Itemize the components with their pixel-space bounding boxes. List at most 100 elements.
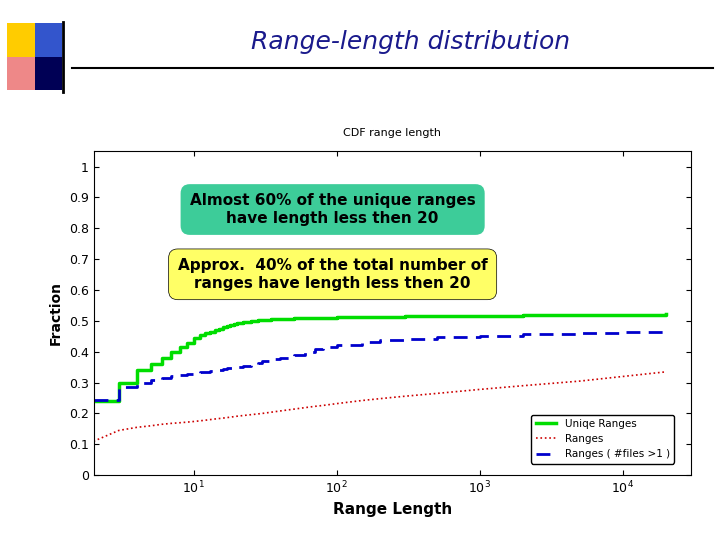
Ranges <box>158 421 166 428</box>
Uniqe Ranges <box>206 328 215 335</box>
Uniqe Ranges <box>246 318 255 324</box>
Ranges ( #files >1 ) <box>158 375 166 381</box>
Ranges <box>183 419 192 426</box>
Ranges ( #files >1 ) <box>189 370 198 376</box>
Text: CDF range length: CDF range length <box>343 128 441 138</box>
Uniqe Ranges <box>218 324 227 330</box>
Ranges <box>132 424 141 430</box>
Uniqe Ranges <box>253 317 262 323</box>
Uniqe Ranges <box>289 315 298 322</box>
Ranges ( #files >1 ) <box>618 329 627 335</box>
Uniqe Ranges <box>276 315 284 322</box>
Ranges ( #files >1 ) <box>662 328 670 334</box>
Ranges ( #files >1 ) <box>233 364 241 370</box>
Ranges ( #files >1 ) <box>253 359 262 366</box>
Uniqe Ranges <box>89 398 98 404</box>
Uniqe Ranges <box>183 339 192 346</box>
Ranges ( #files >1 ) <box>400 335 409 342</box>
Uniqe Ranges <box>176 344 184 350</box>
Ranges ( #files >1 ) <box>132 380 141 386</box>
Ranges ( #files >1 ) <box>218 366 227 372</box>
Ranges <box>246 411 255 418</box>
Uniqe Ranges <box>114 380 123 386</box>
Ranges ( #files >1 ) <box>226 365 235 372</box>
Uniqe Ranges <box>195 332 204 338</box>
Ranges <box>233 413 241 420</box>
Ranges ( #files >1 ) <box>433 334 441 341</box>
Ranges <box>176 420 184 426</box>
Uniqe Ranges <box>258 317 266 323</box>
Uniqe Ranges <box>267 316 276 322</box>
Ranges <box>662 369 670 375</box>
Uniqe Ranges <box>301 315 310 321</box>
Ranges <box>146 423 155 429</box>
Ranges <box>289 406 298 413</box>
Ranges <box>189 418 198 425</box>
Ranges <box>318 402 327 409</box>
Ranges ( #files >1 ) <box>195 369 204 376</box>
Ranges ( #files >1 ) <box>318 344 327 350</box>
Ranges ( #files >1 ) <box>201 368 210 375</box>
Ranges <box>310 403 319 410</box>
Text: Almost 60% of the unique ranges
have length less then 20: Almost 60% of the unique ranges have len… <box>190 193 475 226</box>
Uniqe Ranges <box>238 319 247 325</box>
Ranges <box>475 386 484 393</box>
Uniqe Ranges <box>475 313 484 319</box>
Ranges ( #files >1 ) <box>376 337 384 343</box>
Ranges <box>258 410 266 417</box>
Uniqe Ranges <box>318 314 327 321</box>
Ranges ( #files >1 ) <box>310 346 319 353</box>
Uniqe Ranges <box>575 312 584 318</box>
Uniqe Ranges <box>433 313 441 319</box>
Ranges <box>201 417 210 423</box>
Line: Ranges ( #files >1 ): Ranges ( #files >1 ) <box>94 331 666 400</box>
Ranges ( #files >1 ) <box>210 367 219 374</box>
Uniqe Ranges <box>222 322 231 329</box>
Uniqe Ranges <box>662 311 670 318</box>
Ranges ( #files >1 ) <box>222 365 231 372</box>
Ranges <box>433 390 441 397</box>
Uniqe Ranges <box>518 312 527 319</box>
Ranges ( #files >1 ) <box>215 367 223 373</box>
Ranges <box>518 382 527 389</box>
Ranges ( #files >1 ) <box>89 396 98 403</box>
Ranges ( #files >1 ) <box>258 358 266 365</box>
Uniqe Ranges <box>158 355 166 361</box>
Ranges ( #files >1 ) <box>206 368 215 374</box>
Ranges ( #files >1 ) <box>475 333 484 339</box>
Uniqe Ranges <box>376 313 384 320</box>
Ranges <box>358 397 366 404</box>
Uniqe Ranges <box>333 314 341 320</box>
Text: Range-length distribution: Range-length distribution <box>251 30 570 53</box>
Uniqe Ranges <box>167 348 176 355</box>
Uniqe Ranges <box>310 315 319 321</box>
Uniqe Ranges <box>146 361 155 367</box>
Uniqe Ranges <box>233 320 241 326</box>
Uniqe Ranges <box>229 320 238 327</box>
Ranges <box>618 373 627 380</box>
Ranges ( #files >1 ) <box>575 330 584 336</box>
Ranges <box>89 438 98 444</box>
Ranges <box>210 416 219 422</box>
X-axis label: Range Length: Range Length <box>333 502 452 517</box>
Ranges <box>376 395 384 402</box>
Ranges <box>575 378 584 384</box>
Ranges ( #files >1 ) <box>146 376 155 383</box>
Uniqe Ranges <box>618 312 627 318</box>
Line: Uniqe Ranges: Uniqe Ranges <box>94 314 666 401</box>
Ranges ( #files >1 ) <box>301 348 310 355</box>
Ranges ( #files >1 ) <box>289 352 298 358</box>
Ranges <box>218 415 227 421</box>
Ranges ( #files >1 ) <box>246 361 255 367</box>
Ranges ( #files >1 ) <box>518 331 527 338</box>
Ranges <box>167 420 176 427</box>
Uniqe Ranges <box>226 321 235 328</box>
Legend: Uniqe Ranges, Ranges, Ranges ( #files >1 ): Uniqe Ranges, Ranges, Ranges ( #files >1… <box>531 415 674 463</box>
Uniqe Ranges <box>215 326 223 332</box>
Line: Ranges: Ranges <box>94 372 666 441</box>
Ranges ( #files >1 ) <box>183 371 192 377</box>
Uniqe Ranges <box>132 367 141 374</box>
Ranges <box>301 404 310 411</box>
Ranges ( #files >1 ) <box>276 355 284 361</box>
Text: Approx.  40% of the total number of
ranges have length less then 20: Approx. 40% of the total number of range… <box>178 258 487 291</box>
